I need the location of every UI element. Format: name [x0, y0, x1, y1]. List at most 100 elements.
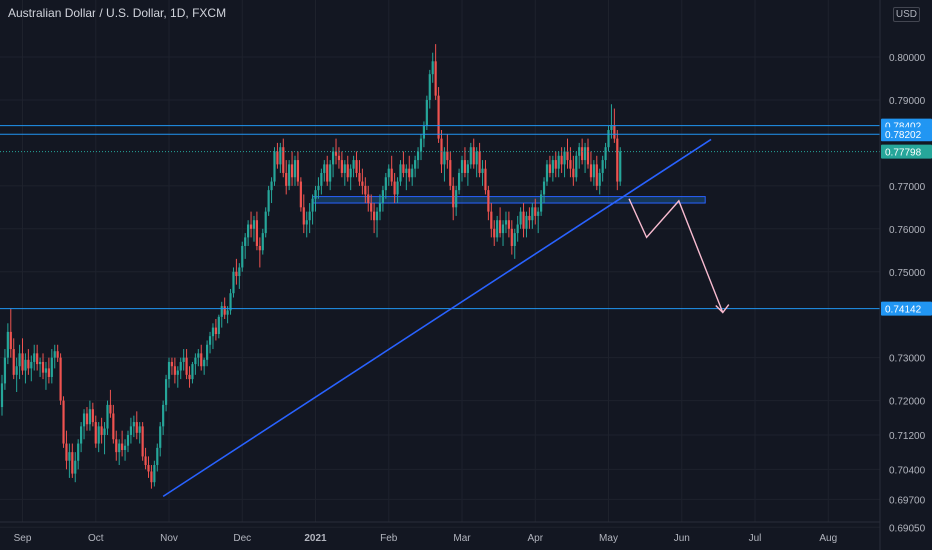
candle-down	[115, 430, 118, 461]
candle-up	[15, 357, 18, 393]
candle-down	[249, 211, 253, 238]
candle-body	[80, 426, 83, 444]
candle-down	[595, 155, 598, 191]
candle-up	[206, 340, 209, 367]
candle-up	[82, 409, 86, 440]
candle-body	[126, 434, 130, 446]
candle-body	[478, 151, 481, 173]
price-tick-label: 0.76000	[889, 225, 926, 236]
candle-body	[44, 368, 48, 373]
candle-down	[522, 203, 525, 238]
candle-body	[147, 465, 150, 472]
candle-up	[270, 177, 273, 204]
candle-up	[592, 160, 595, 186]
candle-body	[393, 181, 396, 195]
candle-up	[126, 430, 130, 453]
candle-body	[247, 224, 250, 238]
candle-down	[569, 147, 572, 178]
candle-body	[30, 361, 33, 369]
candle-up	[428, 69, 431, 109]
candle-up	[244, 233, 247, 259]
price-tick-label: 0.70400	[889, 465, 926, 476]
candle-body	[405, 168, 408, 173]
candle-down	[36, 344, 39, 371]
candle-body	[141, 426, 144, 457]
candle-body	[501, 224, 505, 234]
candle-up	[24, 353, 27, 384]
candle-body	[323, 164, 326, 173]
candle-down	[100, 417, 103, 444]
price-tick-label: 0.75000	[889, 268, 926, 279]
candle-up	[557, 151, 560, 178]
candle-up	[179, 357, 182, 380]
candle-up	[50, 349, 53, 384]
candle-up	[455, 185, 458, 216]
candle-body	[68, 452, 71, 461]
candle-body	[129, 426, 133, 435]
candle-down	[91, 402, 94, 427]
candle-body	[74, 460, 77, 474]
candle-body	[610, 125, 613, 131]
candle-up	[525, 211, 528, 238]
candle-body	[381, 190, 384, 204]
candle-body	[162, 404, 165, 427]
candle-body	[299, 181, 302, 208]
candle-body	[481, 168, 484, 173]
candle-down	[188, 366, 191, 388]
candle-body	[270, 181, 273, 191]
ascending-trendline	[162, 138, 712, 498]
candle-down	[258, 237, 261, 268]
candle-body	[47, 368, 50, 377]
candle-body	[396, 181, 399, 195]
candle-body	[261, 233, 264, 251]
candle-down	[282, 138, 285, 178]
candle-down	[484, 160, 487, 195]
candle-up	[261, 228, 264, 255]
candle-up	[103, 422, 106, 455]
candle-up	[466, 160, 469, 186]
candle-up	[194, 353, 197, 375]
candle-up	[241, 241, 244, 272]
candle-body	[223, 306, 226, 315]
candle-body	[437, 95, 440, 139]
candle-up	[352, 155, 355, 178]
candle-down	[112, 404, 115, 444]
candle-body	[540, 194, 543, 212]
candle-up	[238, 263, 241, 289]
price-tick-label: 0.79000	[889, 96, 926, 107]
candle-body	[21, 353, 24, 371]
candle-up	[531, 203, 534, 229]
candle-body	[282, 147, 285, 173]
candle-body	[85, 413, 89, 425]
candle-body	[53, 351, 56, 358]
candle-down	[144, 447, 147, 470]
candle-down	[499, 207, 502, 238]
projection-path	[628, 198, 724, 313]
time-tick-label: May	[599, 533, 618, 544]
candle-up	[481, 160, 484, 186]
candle-body	[188, 374, 191, 380]
candle-down	[493, 220, 496, 246]
candle-body	[112, 413, 115, 440]
candle-down	[85, 407, 89, 431]
candle-body	[557, 155, 560, 169]
candle-body	[375, 211, 379, 221]
candle-body	[446, 151, 449, 161]
candle-up	[162, 400, 165, 435]
candle-body	[499, 220, 502, 234]
candle-down	[94, 415, 97, 448]
price-tick-label: 0.77000	[889, 182, 926, 193]
candle-body	[449, 160, 452, 186]
candle-body	[601, 160, 604, 173]
candle-down	[355, 151, 358, 178]
candle-body	[12, 349, 15, 375]
candle-body	[56, 351, 59, 358]
candle-up	[542, 177, 546, 204]
candle-down	[390, 155, 393, 186]
price-label-text: 0.74142	[885, 305, 922, 316]
candle-body	[135, 422, 138, 433]
candle-body	[616, 138, 619, 182]
candle-down	[434, 44, 437, 100]
currency-badge[interactable]: USD	[892, 7, 920, 22]
